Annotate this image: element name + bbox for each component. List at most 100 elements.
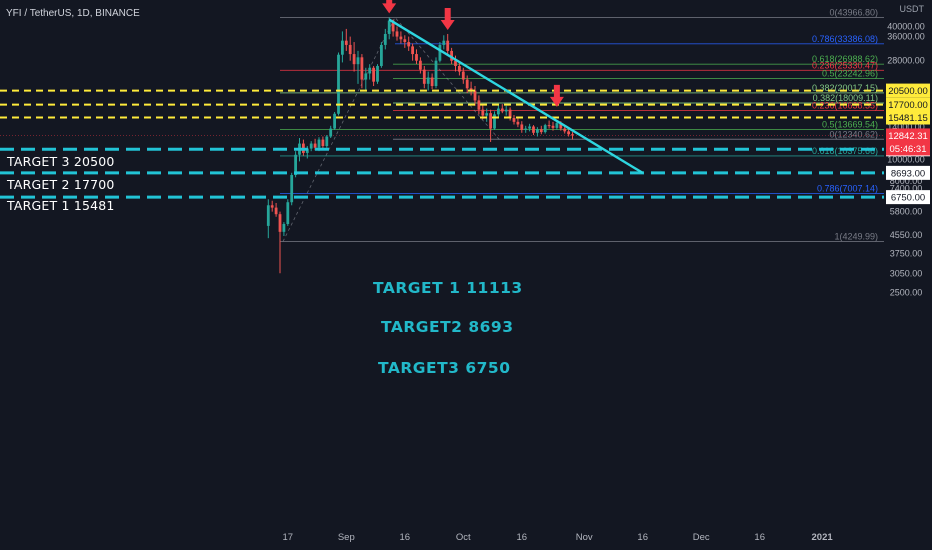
current-price-text: 12842.31 [888, 131, 928, 142]
candle-body [337, 54, 340, 114]
candle-body [481, 109, 485, 116]
price-badge-yellow-text: 15481.15 [888, 113, 928, 124]
countdown-text: 05:46:31 [890, 144, 927, 155]
candle [360, 54, 364, 89]
candle-body [500, 108, 504, 112]
candle [461, 67, 465, 84]
candle-body [438, 44, 442, 61]
time-tick: Nov [576, 532, 593, 543]
candle-body [465, 79, 469, 89]
candle-body [290, 175, 294, 203]
fib-label: 0.382(20017.15) [812, 83, 878, 93]
fib-label: 0.618(10375.66) [812, 146, 878, 156]
price-badge-yellow-text: 17700.00 [888, 100, 928, 111]
time-tick: 2021 [812, 532, 834, 543]
candle [465, 75, 469, 93]
target-1-lower-label: TARGET 1 11113 [373, 279, 523, 297]
candle [364, 67, 368, 91]
time-tick: 17 [283, 532, 294, 543]
price-badge-white[interactable]: 6750.00 [886, 190, 930, 205]
candle [493, 111, 496, 130]
candle [286, 199, 290, 226]
candle-body [341, 40, 344, 55]
time-axis[interactable]: 17 Sep 16 Oct 16 Nov 16 Dec 16 2021 [0, 526, 884, 550]
candle-body [278, 214, 282, 232]
target-3-upper-label: TARGET 3 20500 [7, 154, 115, 169]
candle-body [426, 77, 430, 84]
candle [512, 114, 516, 125]
price-badge-yellow-text: 20500.00 [888, 86, 928, 97]
candle-body [559, 123, 563, 129]
candle-body [547, 125, 551, 127]
price-badge-white-bg [886, 190, 930, 205]
target-2-upper-label: TARGET 2 17700 [7, 177, 115, 192]
candle-body [477, 100, 481, 110]
price-badge-yellow[interactable]: 20500.00 [886, 83, 930, 98]
fib-label: 0(12340.62) [829, 129, 878, 139]
price-axis[interactable]: 40000.0036000.0028000.0020000.0016000.00… [884, 0, 932, 550]
candle-body [376, 65, 379, 82]
candle [399, 31, 403, 44]
candle-body [317, 139, 321, 148]
price-badge-yellow-bg [886, 83, 930, 98]
candle [516, 118, 520, 128]
price-tick: 3050.00 [890, 268, 923, 278]
price-tick: 36000.00 [887, 32, 925, 42]
price-badge-yellow-bg [886, 97, 930, 112]
time-tick: 16 [754, 532, 765, 543]
candle-body [485, 113, 489, 116]
candle-body [450, 50, 453, 61]
candle [426, 71, 430, 91]
currency-badge[interactable]: USDT [900, 4, 925, 14]
price-badge-white[interactable]: 8693.00 [886, 165, 930, 180]
candle [282, 222, 286, 237]
candle-body [497, 108, 500, 115]
candle [485, 108, 489, 122]
symbol-title[interactable]: YFI / TetherUS, 1D, BINANCE [6, 8, 140, 19]
target-2-lower-label: TARGET2 8693 [381, 318, 514, 336]
candle [442, 35, 446, 50]
candle [458, 62, 461, 76]
candle-body [473, 90, 477, 101]
candle-body [524, 128, 528, 130]
price-tick: 2500.00 [890, 287, 923, 297]
candle-body [555, 123, 559, 128]
candle-body [325, 136, 329, 147]
candle [446, 33, 450, 55]
candle [551, 121, 555, 131]
candle-body [399, 36, 403, 40]
price-tick: 3750.00 [890, 248, 923, 258]
candle-body [352, 54, 356, 65]
candle [407, 36, 411, 51]
price-badge-yellow[interactable]: 17700.00 [886, 97, 930, 112]
candle [415, 49, 418, 65]
candle-body [536, 129, 539, 133]
candle [309, 141, 313, 152]
candle [547, 120, 551, 129]
time-tick: Oct [456, 532, 471, 543]
down-arrow-icon [440, 7, 455, 30]
candle-body [407, 42, 411, 47]
fib-label: 0.786(7007.14) [817, 184, 878, 194]
candle-body [532, 126, 535, 133]
price-badge-yellow[interactable]: 15481.15 [886, 110, 930, 125]
candle [403, 35, 407, 48]
candle-body [567, 131, 570, 135]
target-3-lower-label: TARGET3 6750 [378, 359, 511, 377]
price-tick: 4550.00 [890, 230, 923, 240]
candle-body [286, 202, 290, 225]
trendline-group[interactable] [388, 18, 644, 174]
candle [325, 135, 329, 148]
candle-body [360, 57, 364, 80]
current-price-badge[interactable]: 12842.31 05:46:31 [886, 128, 930, 156]
candle-body [321, 139, 325, 147]
candle-body [368, 67, 372, 74]
candle [422, 65, 426, 89]
candle-body [387, 20, 391, 34]
trendline[interactable] [388, 18, 644, 174]
candle-body [539, 129, 543, 133]
time-axis-bg [0, 526, 884, 550]
candle-body [274, 207, 278, 215]
candle [337, 52, 340, 116]
